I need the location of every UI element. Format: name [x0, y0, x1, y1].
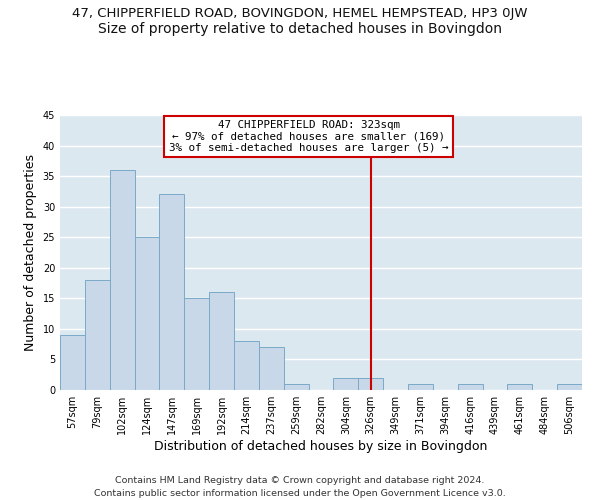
Text: Contains HM Land Registry data © Crown copyright and database right 2024.: Contains HM Land Registry data © Crown c…: [115, 476, 485, 485]
Bar: [60, 335, 85, 390]
Bar: [209, 292, 234, 390]
Bar: [160, 194, 184, 390]
Text: 47, CHIPPERFIELD ROAD, BOVINGDON, HEMEL HEMPSTEAD, HP3 0JW: 47, CHIPPERFIELD ROAD, BOVINGDON, HEMEL …: [72, 8, 528, 20]
Bar: [259, 347, 284, 390]
Y-axis label: Number of detached properties: Number of detached properties: [24, 154, 37, 351]
Bar: [334, 378, 358, 390]
Bar: [110, 170, 134, 390]
X-axis label: Distribution of detached houses by size in Bovingdon: Distribution of detached houses by size …: [154, 440, 488, 453]
Bar: [184, 298, 209, 390]
Text: Contains public sector information licensed under the Open Government Licence v3: Contains public sector information licen…: [94, 489, 506, 498]
Bar: [284, 384, 308, 390]
Bar: [557, 384, 582, 390]
Bar: [85, 280, 110, 390]
Bar: [508, 384, 532, 390]
Bar: [458, 384, 482, 390]
Text: 47 CHIPPERFIELD ROAD: 323sqm
← 97% of detached houses are smaller (169)
3% of se: 47 CHIPPERFIELD ROAD: 323sqm ← 97% of de…: [169, 120, 448, 153]
Text: Size of property relative to detached houses in Bovingdon: Size of property relative to detached ho…: [98, 22, 502, 36]
Bar: [408, 384, 433, 390]
Bar: [234, 341, 259, 390]
Bar: [358, 378, 383, 390]
Bar: [134, 237, 160, 390]
